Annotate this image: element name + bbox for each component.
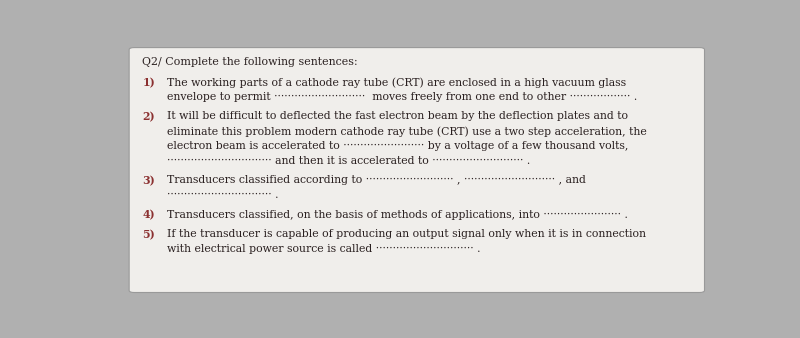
Text: 3): 3): [142, 175, 155, 186]
Text: ······························· .: ······························· .: [167, 190, 278, 200]
FancyBboxPatch shape: [129, 48, 705, 292]
Text: 1): 1): [142, 77, 155, 88]
Text: electron beam is accelerated to ························ by a voltage of a few t: electron beam is accelerated to ········…: [167, 141, 628, 151]
Text: envelope to permit ···························  moves freely from one end to oth: envelope to permit ·····················…: [167, 92, 638, 102]
Text: Transducers classified according to ·························· , ···············: Transducers classified according to ····…: [167, 175, 586, 185]
Text: 4): 4): [142, 210, 154, 221]
Text: Q2/ Complete the following sentences:: Q2/ Complete the following sentences:: [142, 57, 358, 68]
Text: Transducers classified, on the basis of methods of applications, into ··········: Transducers classified, on the basis of …: [167, 210, 628, 220]
Text: It will be difficult to deflected the fast electron beam by the deflection plate: It will be difficult to deflected the fa…: [167, 111, 628, 121]
Text: eliminate this problem modern cathode ray tube (CRT) use a two step acceleration: eliminate this problem modern cathode ra…: [167, 126, 646, 137]
Text: If the transducer is capable of producing an output signal only when it is in co: If the transducer is capable of producin…: [167, 229, 646, 239]
Text: The working parts of a cathode ray tube (CRT) are enclosed in a high vacuum glas: The working parts of a cathode ray tube …: [167, 77, 626, 88]
Text: with electrical power source is called ····························· .: with electrical power source is called ·…: [167, 244, 481, 254]
Text: ······························· and then it is accelerated to ··················: ······························· and then…: [167, 156, 530, 166]
Text: 2): 2): [142, 111, 154, 122]
Text: 5): 5): [142, 229, 155, 240]
